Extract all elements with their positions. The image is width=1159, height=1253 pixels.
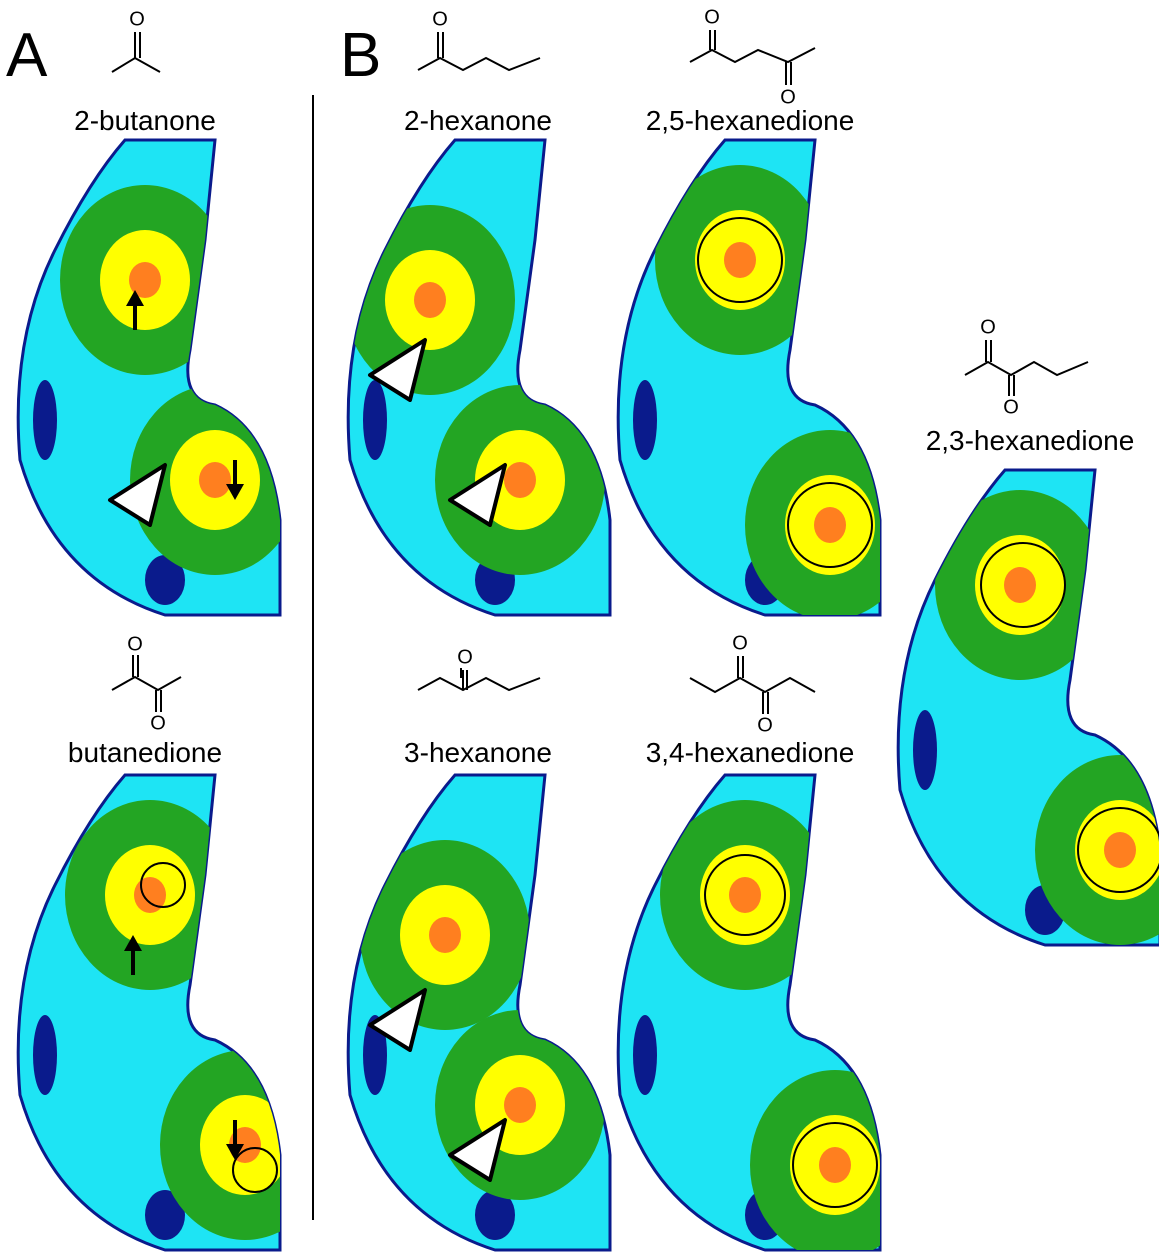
atom: O	[704, 6, 720, 28]
compound-name: 3-hexanone	[404, 737, 552, 768]
peak-activity	[814, 507, 846, 543]
compound-name: 2,3-hexanedione	[926, 425, 1135, 456]
peak-activity	[199, 462, 231, 498]
peak-activity	[729, 877, 761, 913]
atom: O	[127, 633, 143, 655]
compound-name: butanedione	[68, 737, 222, 768]
atom: O	[732, 632, 748, 654]
low-activity	[363, 380, 387, 460]
map-activity	[345, 205, 605, 605]
peak-activity	[1004, 567, 1036, 603]
compound-name: 3,4-hexanedione	[646, 737, 855, 768]
atom: O	[129, 8, 145, 30]
panel-label: A	[6, 21, 48, 90]
atom: O	[457, 646, 473, 668]
peak-activity	[414, 282, 446, 318]
peak-activity	[1104, 832, 1136, 868]
compound-name: 2-butanone	[74, 105, 216, 136]
activity-map	[18, 775, 330, 1250]
structure: O O	[690, 6, 815, 108]
activity-map	[18, 140, 300, 615]
low-activity	[33, 380, 57, 460]
low-activity	[913, 710, 937, 790]
atom: O	[150, 712, 166, 734]
figure: A B O O O O O O O O O O	[0, 0, 1159, 1253]
peak-activity	[504, 462, 536, 498]
atom: O	[980, 316, 996, 338]
low-activity	[633, 380, 657, 460]
activity-map	[618, 775, 920, 1253]
compound-name: 2-hexanone	[404, 105, 552, 136]
structure: O	[418, 8, 540, 70]
low-activity	[633, 1015, 657, 1095]
structure: O O	[965, 316, 1088, 418]
activity-map	[345, 140, 610, 615]
structure: O	[418, 646, 540, 690]
peak-activity	[504, 1087, 536, 1123]
atom: O	[757, 714, 773, 736]
atom: O	[1003, 396, 1019, 418]
structure: O O	[690, 632, 815, 736]
activity-map	[618, 140, 915, 620]
peak-activity	[724, 242, 756, 278]
peak-activity	[819, 1147, 851, 1183]
structure: O	[112, 8, 160, 72]
atom: O	[432, 8, 448, 30]
structure: O O	[112, 633, 181, 734]
low-activity	[33, 1015, 57, 1095]
peak-activity	[429, 917, 461, 953]
compound-name: 2,5-hexanedione	[646, 105, 855, 136]
panel-label: B	[340, 21, 381, 90]
activity-map	[898, 470, 1159, 945]
activity-map	[348, 775, 610, 1250]
